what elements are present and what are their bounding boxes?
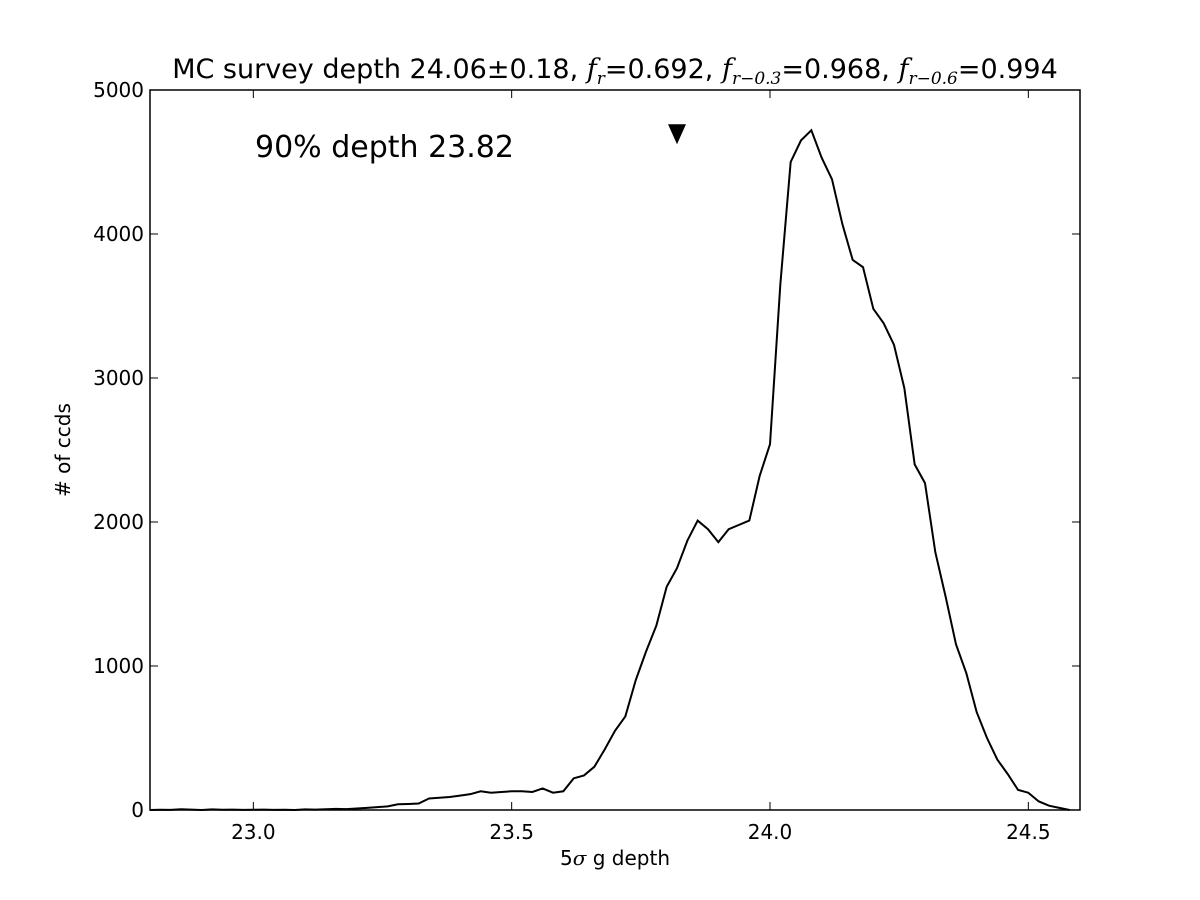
title-fr6-label: f xyxy=(896,54,912,85)
y-tick-label: 3000 xyxy=(93,366,144,390)
depth-marker xyxy=(668,124,686,145)
x-axis-label-suffix: g depth xyxy=(586,846,670,870)
title-fr3-sub: r−0.3 xyxy=(732,69,781,89)
chart-title: MC survey depth 24.06±0.18, fr=0.692, fr… xyxy=(172,54,1058,89)
title-fr6-sub: r−0.6 xyxy=(908,69,958,89)
x-tick-label: 23.5 xyxy=(489,820,534,844)
y-axis-label: # of ccds xyxy=(51,403,75,497)
y-tick-label: 0 xyxy=(131,798,144,822)
x-axis-label-prefix: 5 xyxy=(560,846,573,870)
title-fr6-value: =0.994 xyxy=(958,54,1058,85)
y-tick-label: 2000 xyxy=(93,510,144,534)
title-fr-value: =0.692, xyxy=(605,54,722,85)
y-tick-label: 4000 xyxy=(93,222,144,246)
y-tick-label: 5000 xyxy=(93,78,144,102)
title-fr3-value: =0.968, xyxy=(781,54,898,85)
x-axis-label-sigma: σ xyxy=(573,846,588,870)
x-axis-label: 5σ g depth xyxy=(560,846,670,870)
title-fr-label: f xyxy=(585,54,601,85)
y-tick-label: 1000 xyxy=(93,654,144,678)
plot-frame xyxy=(149,89,1081,811)
title-pm: ±0.18, xyxy=(487,54,587,85)
title-fr3-label: f xyxy=(720,54,736,85)
title-prefix: MC survey depth 24.06 xyxy=(172,54,487,85)
title-fr-sub: r xyxy=(597,69,606,89)
x-tick-label: 23.0 xyxy=(231,820,276,844)
x-ticks: 23.0 23.5 24.0 24.5 xyxy=(231,90,1051,844)
depth-annotation: 90% depth 23.82 xyxy=(255,130,514,165)
y-ticks: 0 1000 2000 3000 4000 5000 xyxy=(93,78,1080,822)
x-tick-label: 24.5 xyxy=(1006,820,1051,844)
series-line xyxy=(149,128,1070,812)
x-tick-label: 24.0 xyxy=(748,820,793,844)
